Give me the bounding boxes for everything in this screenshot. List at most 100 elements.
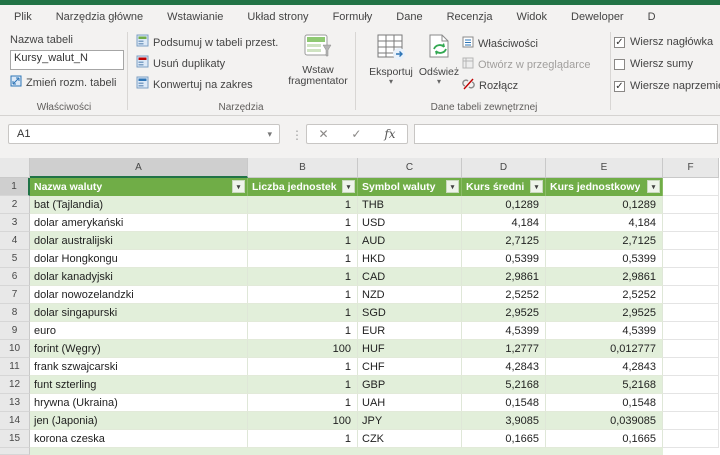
- cell-name[interactable]: dolar australijski: [30, 232, 248, 250]
- cell-symbol[interactable]: HUF: [358, 340, 462, 358]
- empty-cell-f10[interactable]: [663, 340, 719, 358]
- tab-deweloper[interactable]: Deweloper: [571, 10, 624, 23]
- cell-avg-rate[interactable]: 4,5399: [462, 322, 546, 340]
- cell-avg-rate[interactable]: 4,2843: [462, 358, 546, 376]
- cell-avg-rate[interactable]: 0,1289: [462, 196, 546, 214]
- cell-units[interactable]: 100: [248, 340, 358, 358]
- cell-symbol[interactable]: GBP: [358, 376, 462, 394]
- cell-units[interactable]: 1: [248, 430, 358, 448]
- cell-symbol[interactable]: AUD: [358, 232, 462, 250]
- row-header-12[interactable]: 12: [0, 376, 30, 394]
- cell-units[interactable]: 100: [248, 412, 358, 430]
- formula-input[interactable]: [414, 124, 718, 144]
- cell-name[interactable]: dolar Hongkongu: [30, 250, 248, 268]
- cell-symbol[interactable]: NZD: [358, 286, 462, 304]
- cell-unit-rate[interactable]: 2,9525: [546, 304, 663, 322]
- cell-units[interactable]: 1: [248, 232, 358, 250]
- row-header-5[interactable]: 5: [0, 250, 30, 268]
- cell-units[interactable]: 1: [248, 376, 358, 394]
- column-header-D[interactable]: D: [462, 158, 546, 178]
- table-header-cell[interactable]: Kurs średni ▾: [462, 178, 546, 196]
- cell-unit-rate[interactable]: 0,1548: [546, 394, 663, 412]
- row-header-7[interactable]: 7: [0, 286, 30, 304]
- cell-name[interactable]: frank szwajcarski: [30, 358, 248, 376]
- tab-recenzja[interactable]: Recenzja: [446, 10, 493, 23]
- table-header-cell[interactable]: Kurs jednostkowy ▾: [546, 178, 663, 196]
- tab-uk-ad-strony[interactable]: Układ strony: [247, 10, 309, 23]
- row-header-9[interactable]: 9: [0, 322, 30, 340]
- cell-avg-rate[interactable]: 4,184: [462, 214, 546, 232]
- empty-cell-f7[interactable]: [663, 286, 719, 304]
- cell-units[interactable]: 1: [248, 358, 358, 376]
- empty-cell-f9[interactable]: [663, 322, 719, 340]
- cell-unit-rate[interactable]: 0,039085: [546, 412, 663, 430]
- tools-item-2[interactable]: Konwertuj na zakres: [136, 76, 253, 94]
- column-header-C[interactable]: C: [358, 158, 462, 178]
- cell-symbol[interactable]: SGD: [358, 304, 462, 322]
- cell-symbol[interactable]: JPY: [358, 412, 462, 430]
- table-header-cell[interactable]: Nazwa waluty ▾: [30, 178, 248, 196]
- row-header-11[interactable]: 11: [0, 358, 30, 376]
- export-button[interactable]: Eksportuj ▾: [368, 33, 414, 86]
- tools-item-0[interactable]: Podsumuj w tabeli przest.: [136, 34, 278, 52]
- empty-cell-f1[interactable]: [663, 178, 719, 196]
- cell-units[interactable]: 1: [248, 268, 358, 286]
- name-box-dropdown-icon[interactable]: ▾: [267, 128, 272, 139]
- tab-wstawianie[interactable]: Wstawianie: [167, 10, 224, 23]
- cell-units[interactable]: 1: [248, 196, 358, 214]
- cell-unit-rate[interactable]: 4,184: [546, 214, 663, 232]
- tab-widok[interactable]: Widok: [516, 10, 548, 23]
- cell-avg-rate[interactable]: 5,2168: [462, 376, 546, 394]
- cell-name[interactable]: korona czeska: [30, 430, 248, 448]
- cell-avg-rate[interactable]: 2,9525: [462, 304, 546, 322]
- cell-symbol[interactable]: EUR: [358, 322, 462, 340]
- cell-symbol[interactable]: HKD: [358, 250, 462, 268]
- tab-dane[interactable]: Dane: [396, 10, 423, 23]
- empty-cell-f13[interactable]: [663, 394, 719, 412]
- cell-units[interactable]: 1: [248, 304, 358, 322]
- checkbox-unchecked[interactable]: [614, 58, 625, 70]
- cell-symbol[interactable]: THB: [358, 196, 462, 214]
- cell-avg-rate[interactable]: 1,2777: [462, 340, 546, 358]
- name-box[interactable]: A1 ▾: [8, 124, 280, 144]
- cell-symbol[interactable]: UAH: [358, 394, 462, 412]
- table-name-input[interactable]: Kursy_walut_N: [10, 50, 124, 70]
- cell-unit-rate[interactable]: 2,5252: [546, 286, 663, 304]
- filter-dropdown-icon[interactable]: ▾: [530, 180, 543, 193]
- empty-cell-f12[interactable]: [663, 376, 719, 394]
- empty-cell-f11[interactable]: [663, 358, 719, 376]
- filter-dropdown-icon[interactable]: ▾: [342, 180, 355, 193]
- tab-narz-dzia-g-wne[interactable]: Narzędzia główne: [55, 10, 144, 23]
- tab-formu-y[interactable]: Formuły: [332, 10, 373, 23]
- cell-unit-rate[interactable]: 4,2843: [546, 358, 663, 376]
- cancel-icon[interactable]: ✕: [318, 127, 329, 141]
- empty-cell-f6[interactable]: [663, 268, 719, 286]
- refresh-button[interactable]: Odśwież ▾: [416, 33, 462, 86]
- row-header-2[interactable]: 2: [0, 196, 30, 214]
- row-header-13[interactable]: 13: [0, 394, 30, 412]
- cell-avg-rate[interactable]: 3,9085: [462, 412, 546, 430]
- cell-name[interactable]: dolar nowozelandzki: [30, 286, 248, 304]
- cell-avg-rate[interactable]: 0,5399: [462, 250, 546, 268]
- select-all-corner[interactable]: [0, 158, 30, 178]
- cell-unit-rate[interactable]: 4,5399: [546, 322, 663, 340]
- column-header-B[interactable]: B: [248, 158, 358, 178]
- cell-unit-rate[interactable]: 2,7125: [546, 232, 663, 250]
- empty-cell-f4[interactable]: [663, 232, 719, 250]
- empty-cell-f5[interactable]: [663, 250, 719, 268]
- cell-avg-rate[interactable]: 2,9861: [462, 268, 546, 286]
- empty-cell-f14[interactable]: [663, 412, 719, 430]
- cell-avg-rate[interactable]: 2,7125: [462, 232, 546, 250]
- row-header-14[interactable]: 14: [0, 412, 30, 430]
- external-item-0[interactable]: Właściwości: [462, 35, 538, 53]
- enter-icon[interactable]: ✓: [351, 127, 362, 141]
- cell-unit-rate[interactable]: 0,5399: [546, 250, 663, 268]
- filter-dropdown-icon[interactable]: ▾: [647, 180, 660, 193]
- external-item-2[interactable]: Rozłącz: [462, 77, 518, 95]
- cell-units[interactable]: 1: [248, 250, 358, 268]
- cell-name[interactable]: dolar amerykański: [30, 214, 248, 232]
- table-header-cell[interactable]: Liczba jednostek ▾: [248, 178, 358, 196]
- cell-units[interactable]: 1: [248, 214, 358, 232]
- empty-cell-f15[interactable]: [663, 430, 719, 448]
- row-header-16[interactable]: [0, 448, 30, 455]
